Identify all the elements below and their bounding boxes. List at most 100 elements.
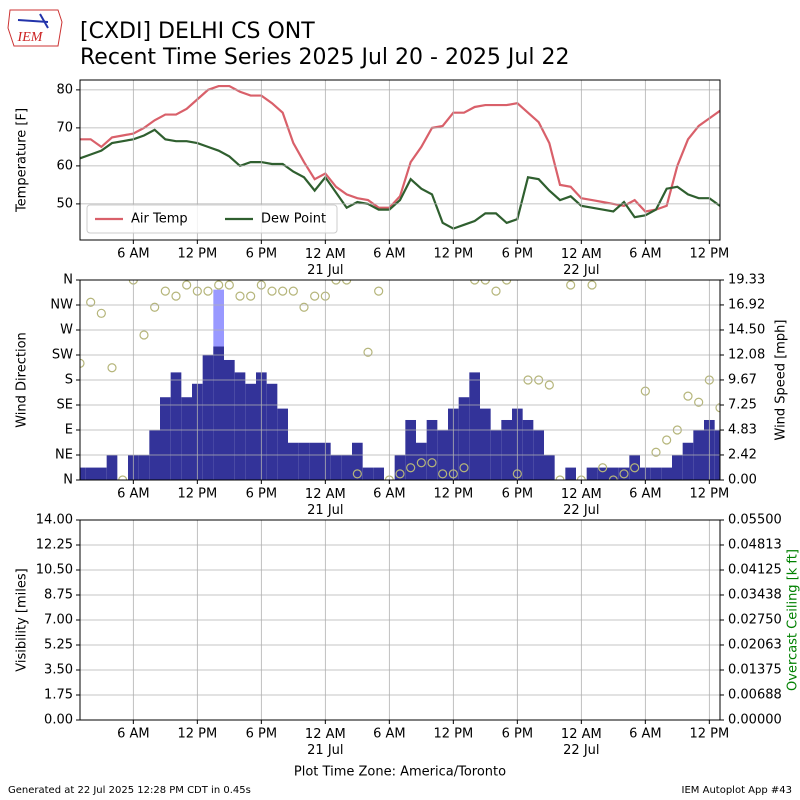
legend-label: Air Temp	[131, 212, 188, 227]
scatter-point	[491, 286, 501, 296]
x-tick-label: 6 AM	[629, 727, 662, 742]
scatter-point	[470, 280, 480, 285]
y-tick-label: 50	[56, 196, 73, 211]
legend-label: Dew Point	[261, 212, 326, 227]
y-tick-label: SW	[52, 348, 73, 363]
x-tick-label: 6 PM	[502, 487, 533, 502]
scatter-point	[235, 291, 245, 301]
scatter-point	[480, 280, 490, 285]
x-tick-label: 12 PM	[177, 487, 217, 502]
x-tick-label: 12 PM	[689, 487, 729, 502]
x-tick-label: 6 PM	[502, 247, 533, 262]
y2-tick-label: 0.04813	[728, 537, 782, 552]
y2-tick-label: 0.01375	[728, 663, 782, 678]
x-tick-label: 12 AM 21 Jul	[305, 727, 346, 758]
bar	[181, 397, 192, 480]
y2-tick-label: 0.03438	[728, 587, 782, 602]
x-tick-label: 6 AM	[373, 727, 406, 742]
scatter-point	[86, 297, 96, 307]
line-series	[80, 84, 720, 213]
scatter-point	[171, 291, 181, 301]
scatter-point	[608, 475, 618, 480]
scatter-point	[118, 475, 128, 480]
bar	[266, 383, 278, 480]
scatter-point	[619, 469, 629, 479]
y2-tick-label: 19.33	[728, 273, 765, 288]
scatter-point	[363, 347, 373, 357]
bar	[458, 397, 470, 480]
scatter-point	[374, 286, 384, 296]
x-tick-label: 12 PM	[177, 247, 217, 262]
bar	[330, 455, 342, 480]
x-tick-label: 6 AM	[373, 247, 406, 262]
y2-axis-label: Overcast Ceiling [k ft]	[786, 549, 800, 691]
bar	[544, 455, 555, 480]
y-tick-label: W	[60, 323, 73, 338]
scatter-point	[288, 286, 298, 296]
bar	[373, 467, 384, 480]
scatter-point	[107, 363, 117, 373]
scatter-point	[416, 458, 426, 468]
y2-tick-label: 0.02750	[728, 613, 782, 628]
scatter-point	[587, 280, 597, 290]
scatter-point	[331, 280, 341, 285]
scatter-point	[598, 463, 608, 473]
y-tick-label: N	[63, 473, 73, 488]
x-tick-label: 12 AM 22 Jul	[561, 727, 602, 758]
y-axis-label: Visibility [miles]	[15, 568, 30, 671]
y-tick-label: 7.00	[44, 613, 73, 628]
logo-text: IEM	[17, 30, 44, 45]
scatter-point	[662, 435, 672, 445]
bar	[597, 467, 608, 480]
scatter-point	[651, 447, 661, 457]
x-tick-label: 12 AM 21 Jul	[305, 487, 346, 518]
scatter-point	[310, 291, 320, 301]
bar	[80, 467, 86, 480]
bar	[362, 467, 374, 480]
y-axis-label: Wind Direction	[15, 332, 30, 428]
scatter-point	[80, 358, 85, 368]
x-tick-label: 12 PM	[433, 727, 473, 742]
scatter-point	[278, 286, 288, 296]
y-tick-label: 14.00	[36, 513, 73, 528]
y-tick-label: 60	[56, 158, 73, 173]
y2-tick-label: 0.02063	[728, 637, 782, 652]
x-tick-label: 12 AM 21 Jul	[305, 247, 346, 278]
bar	[309, 442, 320, 480]
scatter-point	[683, 391, 693, 401]
x-tick-label: 12 PM	[689, 247, 729, 262]
y2-tick-label: 0.00000	[728, 713, 782, 728]
bar	[106, 455, 118, 480]
y2-tick-label: 0.05500	[728, 513, 782, 528]
scatter-point	[566, 280, 576, 290]
axes-frame	[79, 519, 721, 721]
y2-tick-label: 7.25	[728, 397, 757, 412]
y2-tick-label: 2.42	[728, 447, 757, 462]
axes-frame	[79, 79, 721, 241]
bar	[298, 442, 310, 480]
scatter-point	[427, 458, 437, 468]
scatter-point	[224, 280, 234, 290]
bar	[224, 359, 235, 480]
bar	[565, 467, 576, 480]
y2-tick-label: 0.04125	[728, 563, 782, 578]
scatter-point	[203, 286, 213, 296]
scatter-point	[438, 469, 448, 479]
x-tick-label: 12 AM 22 Jul	[561, 247, 602, 278]
bar	[277, 408, 288, 480]
bar	[394, 455, 406, 480]
x-tick-label: 12 PM	[177, 727, 217, 742]
y2-tick-label: 0.00	[728, 473, 757, 488]
bar	[618, 467, 630, 480]
x-tick-label: 6 AM	[117, 487, 150, 502]
scatter-point	[139, 330, 149, 340]
bar	[682, 442, 694, 480]
scatter-point	[459, 463, 469, 473]
x-tick-label: 6 PM	[246, 727, 277, 742]
chart-title: [CXDI] DELHI CS ONT	[80, 19, 315, 44]
bar	[170, 372, 182, 480]
y-tick-label: 70	[56, 120, 73, 135]
y-tick-label: 5.25	[44, 638, 73, 653]
y-tick-label: E	[65, 423, 73, 438]
